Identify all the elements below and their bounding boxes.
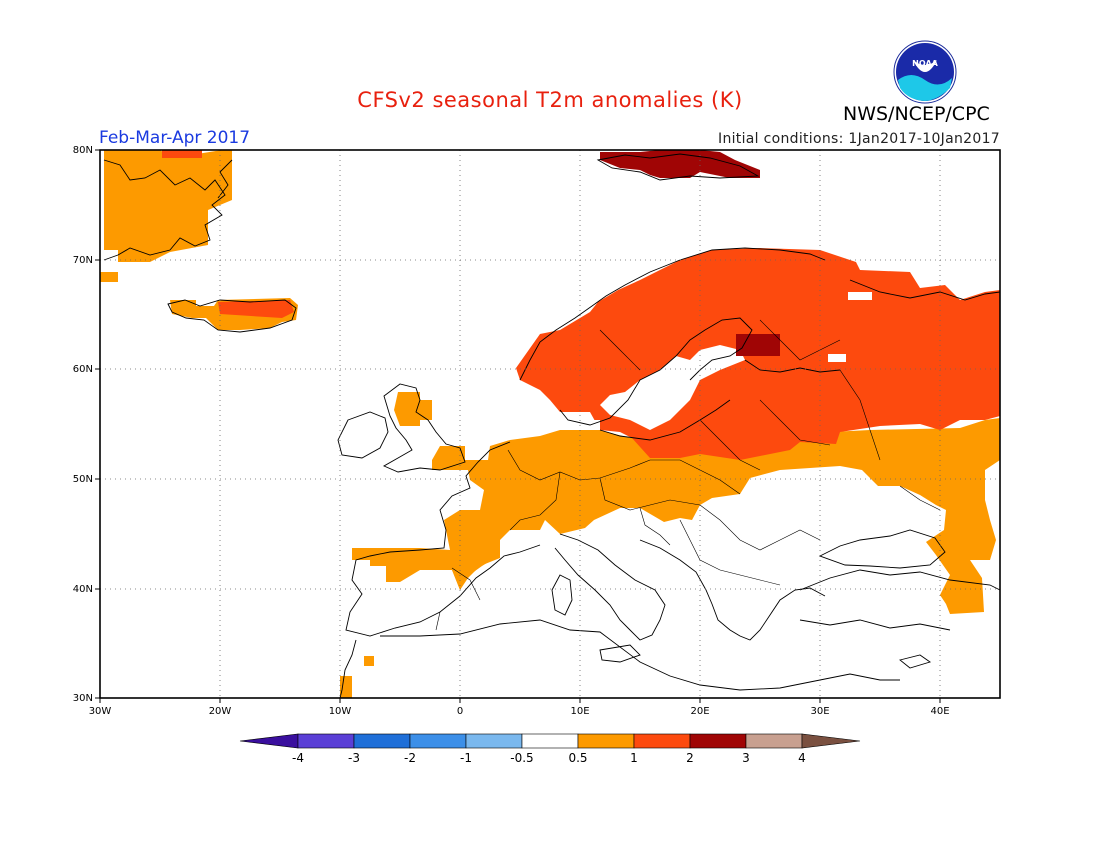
colorbar-segment	[465, 733, 523, 749]
uk-anomaly	[394, 392, 432, 426]
lon-label-10e: 10E	[570, 706, 589, 717]
colorbar-label: 3	[742, 751, 750, 765]
lat-label-30n: 30N	[73, 693, 93, 704]
lon-axis	[99, 698, 941, 703]
noaa-logo: NOAA	[893, 40, 957, 104]
anomaly-map: 80N 70N 60N 50N 40N 30N 30W 20W 10W 0 10…	[73, 145, 1001, 717]
greenland-anomaly	[104, 150, 232, 262]
greenland-red	[162, 150, 202, 158]
lat-axis	[95, 149, 100, 699]
colorbar-segment	[353, 733, 411, 749]
greenland-patch	[100, 272, 118, 282]
colorbar-label: -2	[404, 751, 416, 765]
colorbar-segment	[297, 733, 355, 749]
lat-label-70n: 70N	[73, 255, 93, 266]
morocco-patch-2	[340, 676, 352, 698]
lon-label-40e: 40E	[930, 706, 949, 717]
period-label: Feb-Mar-Apr 2017	[99, 128, 251, 148]
lon-label-0: 0	[457, 706, 463, 717]
colorbar-arrow-high	[801, 733, 861, 749]
chart-title: CFSv2 seasonal T2m anomalies (K)	[357, 88, 743, 112]
map-frame	[99, 149, 1001, 699]
colorbar-label: -0.5	[510, 751, 533, 765]
colorbar-segment	[633, 733, 691, 749]
lon-label-30e: 30E	[810, 706, 829, 717]
colorbar-label: 0.5	[568, 751, 587, 765]
colorbar-label: -4	[292, 751, 304, 765]
colorbar-segment	[409, 733, 467, 749]
lat-label-80n: 80N	[73, 145, 93, 156]
colorbar-label: 2	[686, 751, 694, 765]
colorbar-segment	[745, 733, 803, 749]
colorbar-labels: -4 -3 -2 -1 -0.5 0.5 1 2 3 4	[292, 751, 806, 765]
colorbar-label: -3	[348, 751, 360, 765]
colorbar-label: 1	[630, 751, 638, 765]
anomaly-fills	[100, 150, 1000, 698]
colorbar-segment	[689, 733, 747, 749]
borders	[435, 319, 941, 631]
europe-orange	[352, 418, 1000, 614]
colorbar-segment	[521, 733, 579, 749]
russia-white-2	[828, 354, 846, 362]
colorbar-arrow-low	[239, 733, 299, 749]
lon-label-30w: 30W	[89, 706, 112, 717]
russia-white-1	[848, 292, 872, 300]
baltic-white	[600, 345, 745, 430]
logo-text: NOAA	[912, 59, 938, 68]
initial-conditions-label: Initial conditions: 1Jan2017-10Jan2017	[718, 131, 1000, 147]
lon-label-20w: 20W	[209, 706, 232, 717]
agency-label: NWS/NCEP/CPC	[843, 103, 990, 125]
lat-label-60n: 60N	[73, 364, 93, 375]
finland-dark-red	[736, 334, 780, 356]
lon-label-20e: 20E	[690, 706, 709, 717]
lon-label-10w: 10W	[329, 706, 352, 717]
morocco-patch-1	[364, 656, 374, 666]
lat-label-50n: 50N	[73, 474, 93, 485]
colorbar-segment	[577, 733, 635, 749]
colorbar-label: 4	[798, 751, 806, 765]
graticule	[100, 150, 1000, 698]
lat-label-40n: 40N	[73, 584, 93, 595]
iceland-red	[218, 300, 294, 318]
colorbar-label: -1	[460, 751, 472, 765]
colorbar-segments	[239, 733, 861, 749]
spain-north-orange	[440, 542, 498, 590]
